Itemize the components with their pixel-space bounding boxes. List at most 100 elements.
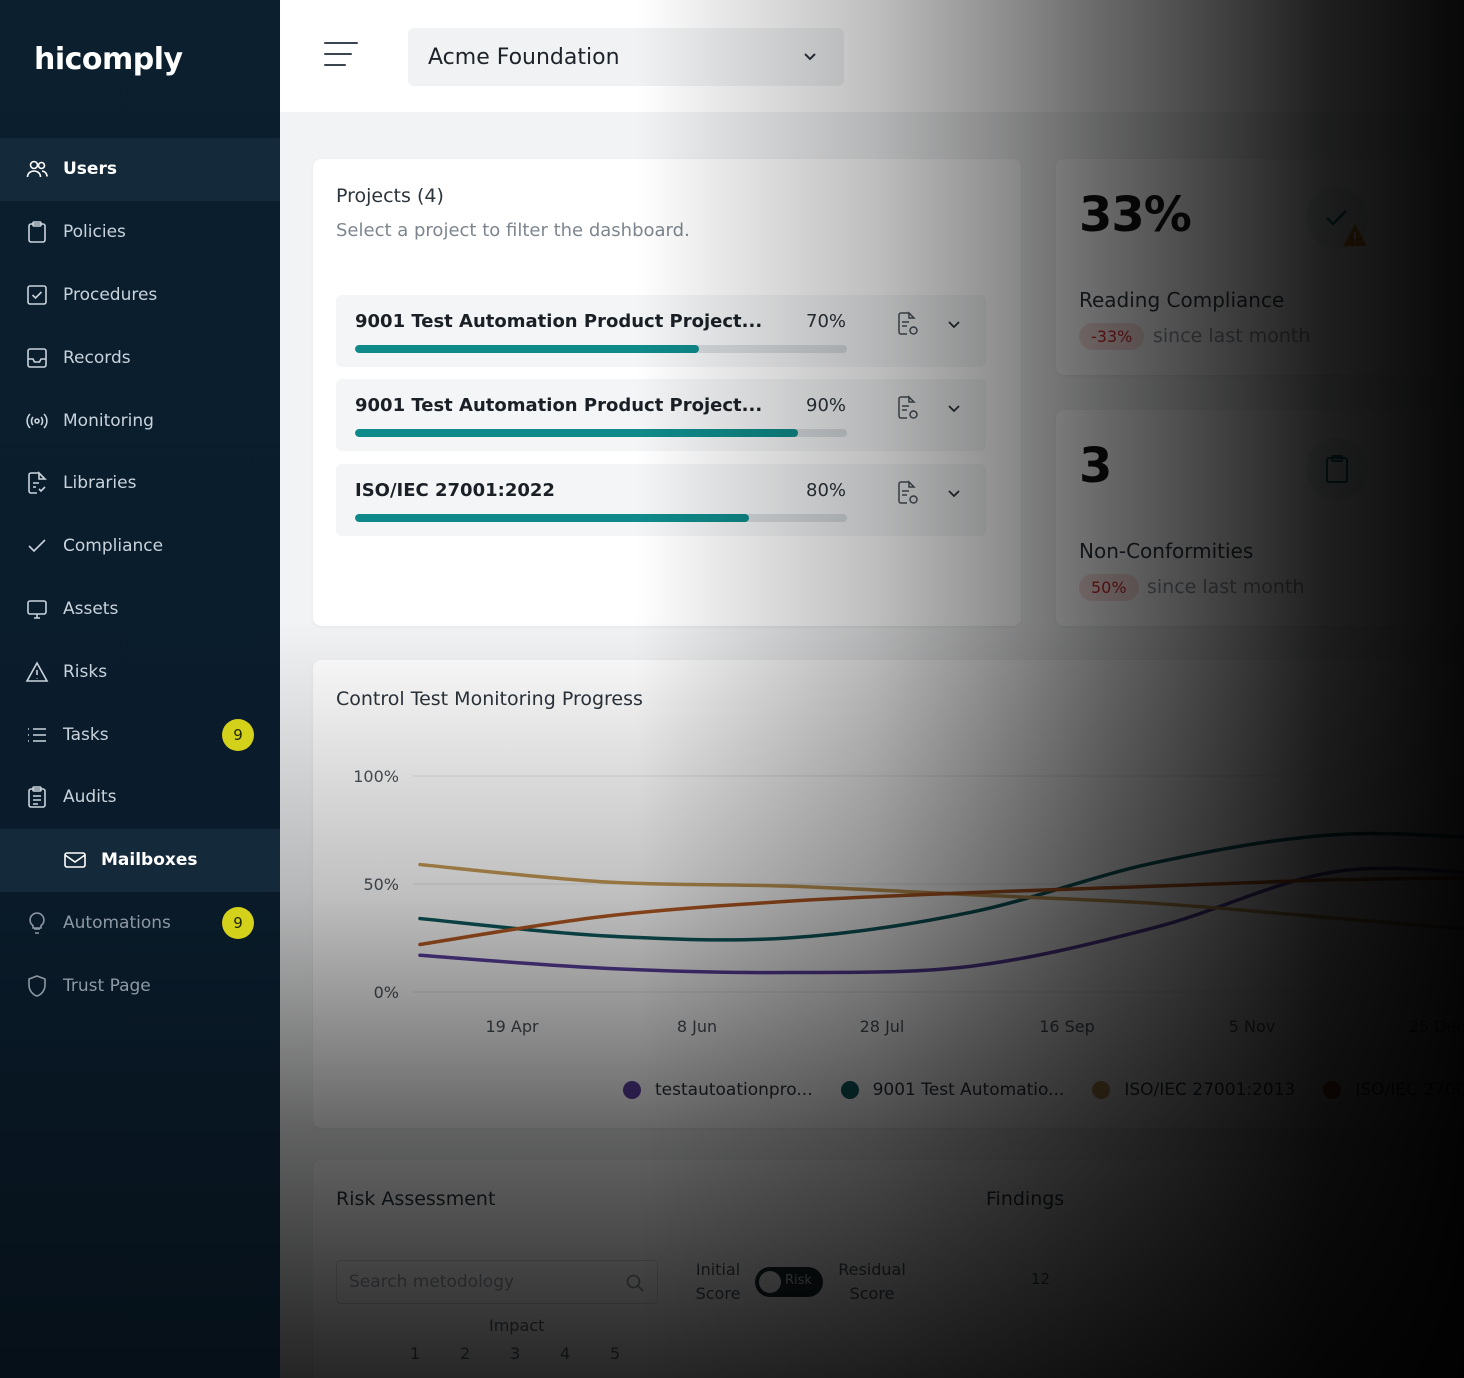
clipboard-list-icon (24, 784, 50, 810)
project-name: 9001 Test Automation Product Project... (355, 311, 763, 332)
legend-label: 9001 Test Automatio... (872, 1080, 1065, 1100)
x-tick-label: 25 Dec (1409, 1017, 1464, 1036)
impact-number: 3 (510, 1344, 521, 1363)
sidebar-item-label: Users (63, 159, 117, 180)
project-progress-bar (355, 345, 847, 353)
document-settings-icon[interactable] (896, 311, 920, 337)
legend-dot (840, 1081, 859, 1099)
x-tick-label: 5 Nov (1229, 1017, 1276, 1036)
checkbox-icon (24, 282, 50, 308)
document-settings-icon[interactable] (896, 395, 920, 421)
clipboard-icon (1306, 438, 1368, 500)
organization-select[interactable]: Acme Foundation (408, 28, 844, 86)
project-progress-fill (355, 514, 749, 522)
inbox-icon (24, 345, 50, 371)
x-tick-label: 8 Jun (677, 1017, 717, 1036)
reading-compliance-card[interactable]: 33% Reading Compliance -33% since last m… (1056, 159, 1464, 375)
projects-subtitle: Select a project to filter the dashboard… (336, 220, 690, 241)
chevron-down-icon[interactable] (946, 485, 962, 501)
sidebar-item-assets[interactable]: Assets (0, 578, 280, 641)
impact-number: 4 (560, 1344, 571, 1363)
chart-legend: testautoationpro... 9001 Test Automatio.… (623, 1080, 1464, 1100)
project-percent: 80% (806, 480, 847, 501)
document-settings-icon[interactable] (896, 480, 920, 506)
document-check-icon (24, 470, 50, 496)
tasks-count-badge: 9 (222, 718, 254, 751)
sidebar-item-libraries[interactable]: Libraries (0, 452, 280, 515)
sidebar-item-policies[interactable]: Policies (0, 201, 280, 264)
risk-title: Risk Assessment (336, 1188, 496, 1210)
x-tick-label: 28 Jul (860, 1017, 905, 1036)
projects-card: Projects (4) Select a project to filter … (313, 159, 1021, 626)
sidebar-item-automations[interactable]: Automations 9 (0, 892, 280, 955)
automations-count-badge: 9 (222, 906, 254, 939)
legend-item[interactable]: testautoationpro... (623, 1080, 813, 1100)
legend-item[interactable]: ISO/IEC 27001:2013 (1092, 1080, 1295, 1100)
x-tick-label: 19 Apr (485, 1017, 539, 1036)
legend-label: ISO/IEC 27001:2013 (1124, 1080, 1296, 1100)
stat-value: 33% (1079, 187, 1192, 243)
sidebar-item-label: Monitoring (63, 410, 154, 431)
toggle-knob (759, 1271, 781, 1293)
legend-label: ISO/IEC 27001:2... (1355, 1080, 1464, 1100)
sidebar-item-risks[interactable]: Risks (0, 640, 280, 703)
impact-axis-label: Impact (489, 1316, 545, 1335)
chevron-down-icon[interactable] (946, 400, 962, 416)
menu-toggle-icon[interactable] (324, 42, 358, 68)
y-tick-label: 50% (363, 875, 399, 894)
chevron-down-icon (804, 53, 816, 61)
toggle-label: Risk (785, 1273, 812, 1288)
sidebar-item-mailboxes[interactable]: Mailboxes (0, 828, 280, 892)
sidebar-item-tasks[interactable]: Tasks 9 (0, 703, 280, 766)
legend-label: testautoationpro... (655, 1080, 813, 1100)
project-progress-fill (355, 345, 700, 353)
chart-title: Control Test Monitoring Progress (336, 688, 643, 710)
sidebar-item-records[interactable]: Records (0, 326, 280, 389)
sidebar-item-label: Trust Page (63, 975, 151, 996)
stat-since: since last month (1153, 325, 1311, 347)
project-progress-bar (355, 514, 847, 522)
legend-item[interactable]: ISO/IEC 27001:2... (1323, 1080, 1464, 1100)
sidebar-item-audits[interactable]: Audits (0, 766, 280, 829)
legend-item[interactable]: 9001 Test Automatio... (840, 1080, 1065, 1100)
stat-change-badge: -33% (1079, 323, 1145, 350)
impact-number: 2 (460, 1344, 471, 1363)
sidebar-item-monitoring[interactable]: Monitoring (0, 389, 280, 452)
sidebar-item-label: Tasks (63, 724, 109, 745)
logo: hicomply (34, 42, 183, 77)
chevron-down-icon[interactable] (946, 316, 962, 332)
series-line[interactable] (418, 831, 1464, 942)
non-conformities-card[interactable]: 3 Non-Conformities 50% since last month (1056, 410, 1464, 626)
impact-number: 5 (610, 1344, 621, 1363)
warning-icon (24, 659, 50, 685)
sidebar-item-label: Libraries (63, 473, 137, 494)
legend-dot (623, 1081, 641, 1099)
methodology-search-input[interactable]: Search metodology (336, 1260, 658, 1304)
users-icon (24, 156, 50, 182)
sidebar-item-label: Risks (63, 661, 108, 682)
project-row[interactable]: 9001 Test Automation Product Project... … (336, 379, 986, 451)
risk-score-toggle[interactable]: Risk (755, 1267, 823, 1297)
x-tick-label: 16 Sep (1039, 1017, 1095, 1036)
sidebar-item-label: Compliance (63, 536, 164, 557)
project-progress-bar (355, 429, 847, 437)
sidebar-item-trust-page[interactable]: Trust Page (0, 954, 280, 1017)
initial-score-label: Initial Score (695, 1260, 741, 1303)
sidebar: hicomply Users Policies Procedures Recor… (0, 0, 280, 1378)
impact-scale: 1 2 3 4 5 (410, 1344, 660, 1363)
sidebar-item-compliance[interactable]: Compliance (0, 515, 280, 578)
sidebar-item-procedures[interactable]: Procedures (0, 264, 280, 327)
organization-name: Acme Foundation (428, 44, 620, 70)
compliance-check-icon (1306, 187, 1368, 249)
sidebar-item-users[interactable]: Users (0, 138, 280, 201)
broadcast-icon (24, 408, 50, 434)
control-test-monitoring-card: Control Test Monitoring Progress 100% 50%… (313, 660, 1464, 1128)
risk-assessment-card: Risk Assessment Findings Search metodolo… (313, 1160, 1464, 1378)
project-percent: 90% (806, 395, 847, 416)
shield-icon (24, 973, 50, 999)
project-row[interactable]: 9001 Test Automation Product Project... … (336, 295, 986, 367)
project-name: 9001 Test Automation Product Project... (355, 395, 763, 416)
project-row[interactable]: ISO/IEC 27001:2022 80% (336, 464, 986, 536)
stat-value: 3 (1079, 438, 1112, 494)
series-line[interactable] (418, 862, 1464, 934)
